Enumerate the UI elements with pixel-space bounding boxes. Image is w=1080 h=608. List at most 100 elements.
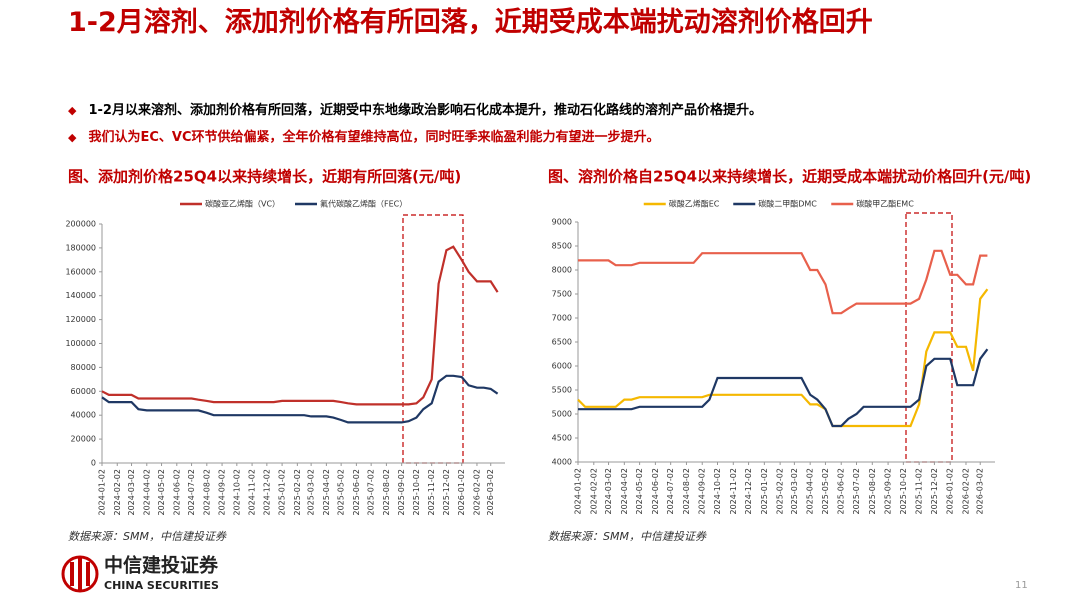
legend-label: 氟代碳酸乙烯酯（FEC） <box>320 199 407 209</box>
x-tick-label: 2025-12-02 <box>930 468 939 515</box>
x-tick-label: 2025-09-02 <box>397 469 406 516</box>
y-tick-label: 180000 <box>65 243 96 252</box>
chart-title: 图、溶剂价格自25Q4以来持续增长，近期受成本端扰动价格回升(元/吨) <box>548 168 1031 186</box>
x-tick-label: 2024-07-02 <box>187 469 196 516</box>
page-title: 1-2月溶剂、添加剂价格有所回落，近期受成本端扰动溶剂价格回升 <box>68 7 873 38</box>
x-tick-label: 2025-02-02 <box>776 468 785 515</box>
x-tick-label: 2025-07-02 <box>367 469 376 516</box>
page-number: 11 <box>1015 580 1028 591</box>
x-tick-label: 2026-02-02 <box>961 468 970 515</box>
x-tick-label: 2025-06-02 <box>352 469 361 516</box>
y-tick-label: 7500 <box>552 290 572 299</box>
bullet-text: 我们认为EC、VC环节供给偏紧，全年价格有望维持高位，同时旺季来临盈利能力有望进… <box>88 130 660 145</box>
x-tick-label: 2024-03-02 <box>604 468 613 515</box>
bullet: ◆ 1-2月以来溶剂、添加剂价格有所回落，近期受中东地缘政治影响石化成本提升，推动… <box>68 103 762 118</box>
x-tick-label: 2025-03-02 <box>790 468 799 515</box>
x-tick-label: 2025-10-02 <box>899 468 908 515</box>
y-tick-label: 5500 <box>552 386 572 395</box>
series-line <box>577 288 989 428</box>
x-tick-label: 2024-05-02 <box>635 468 644 515</box>
x-tick-label: 2024-04-02 <box>142 469 151 516</box>
x-tick-label: 2025-09-02 <box>884 468 893 515</box>
y-tick-label: 6500 <box>552 338 572 347</box>
x-tick-label: 2024-09-02 <box>218 469 227 516</box>
series-line <box>578 249 988 315</box>
y-tick-label: 60000 <box>71 387 96 396</box>
x-tick-label: 2025-06-02 <box>837 468 846 515</box>
chart-title: 图、添加剂价格25Q4以来持续增长，近期有所回落(元/吨) <box>68 168 461 186</box>
x-tick-label: 2026-02-02 <box>472 469 481 516</box>
x-tick-label: 2025-08-02 <box>382 469 391 516</box>
x-tick-label: 2025-03-02 <box>307 469 316 516</box>
x-tick-label: 2024-06-02 <box>651 468 660 515</box>
x-tick-label: 2025-10-02 <box>412 469 421 516</box>
y-tick-label: 9000 <box>552 218 572 227</box>
y-tick-label: 160000 <box>65 267 96 276</box>
x-tick-label: 2026-03-02 <box>976 468 985 515</box>
chart-source: 数据来源：SMM，中信建投证券 <box>68 530 227 543</box>
x-tick-label: 2025-01-02 <box>278 469 287 516</box>
x-tick-label: 2025-05-02 <box>337 469 346 516</box>
x-tick-label: 2025-07-02 <box>852 468 861 515</box>
x-tick-label: 2024-01-02 <box>98 469 107 516</box>
x-tick-label: 2025-05-02 <box>821 468 830 515</box>
x-tick-label: 2024-11-02 <box>248 469 257 516</box>
x-tick-label: 2024-02-02 <box>113 469 122 516</box>
x-tick-label: 2026-01-02 <box>457 469 466 516</box>
y-tick-label: 200000 <box>65 220 96 229</box>
x-tick-label: 2025-01-02 <box>760 468 769 515</box>
y-tick-label: 140000 <box>65 291 96 300</box>
y-tick-label: 40000 <box>71 411 96 420</box>
x-tick-label: 2025-12-02 <box>442 469 451 516</box>
logo <box>61 555 99 593</box>
legend-label: 碳酸甲乙酯EMC <box>856 199 914 209</box>
y-tick-label: 80000 <box>71 363 96 372</box>
x-tick-label: 2024-08-02 <box>682 468 691 515</box>
x-tick-label: 2024-02-02 <box>589 468 598 515</box>
legend-label: 碳酸二甲酯DMC <box>758 199 817 209</box>
series-line <box>578 348 989 428</box>
x-tick-label: 2025-04-02 <box>806 468 815 515</box>
x-tick-label: 2025-11-02 <box>427 469 436 516</box>
x-tick-label: 2024-12-02 <box>744 468 753 515</box>
series-line <box>101 245 499 406</box>
x-tick-label: 2025-04-02 <box>322 469 331 516</box>
highlight-box <box>402 214 464 464</box>
x-tick-label: 2024-01-02 <box>574 468 583 515</box>
x-tick-label: 2024-11-02 <box>729 468 738 515</box>
x-tick-label: 2026-01-02 <box>946 468 955 515</box>
x-tick-label: 2024-05-02 <box>157 469 166 516</box>
x-tick-label: 2024-09-02 <box>698 468 707 515</box>
bullet: ◆ 我们认为EC、VC环节供给偏紧，全年价格有望维持高位，同时旺季来临盈利能力有望… <box>68 130 660 145</box>
x-tick-label: 2026-03-02 <box>486 469 495 516</box>
x-tick-label: 2025-11-02 <box>915 468 924 515</box>
y-tick-label: 6000 <box>552 362 572 371</box>
y-tick-label: 4500 <box>552 434 572 443</box>
y-tick-label: 100000 <box>65 339 96 348</box>
chart-source: 数据来源：SMM，中信建投证券 <box>548 530 707 543</box>
y-tick-label: 8000 <box>552 266 572 275</box>
y-tick-label: 0 <box>91 459 96 468</box>
x-tick-label: 2024-08-02 <box>202 469 211 516</box>
bullet-text: 1-2月以来溶剂、添加剂价格有所回落，近期受中东地缘政治影响石化成本提升，推动石… <box>88 103 762 118</box>
legend-label: 碳酸乙烯酯EC <box>669 199 720 209</box>
series-line <box>101 374 499 424</box>
y-tick-label: 4000 <box>552 458 572 467</box>
y-tick-label: 8500 <box>552 242 572 251</box>
x-tick-label: 2024-06-02 <box>172 469 181 516</box>
logo-en: CHINA SECURITIES <box>104 579 219 592</box>
y-tick-label: 7000 <box>552 314 572 323</box>
x-tick-label: 2025-08-02 <box>868 468 877 515</box>
highlight-box <box>905 212 953 463</box>
x-tick-label: 2024-10-02 <box>713 468 722 515</box>
legend-label: 碳酸亚乙烯酯（VC） <box>205 199 280 209</box>
y-tick-label: 5000 <box>552 410 572 419</box>
x-tick-label: 2024-10-02 <box>232 469 241 516</box>
x-tick-label: 2024-03-02 <box>127 469 136 516</box>
x-tick-label: 2024-07-02 <box>666 468 675 515</box>
x-tick-label: 2024-04-02 <box>620 468 629 515</box>
logo-cn: 中信建投证券 <box>104 554 219 577</box>
y-tick-label: 120000 <box>65 315 96 324</box>
